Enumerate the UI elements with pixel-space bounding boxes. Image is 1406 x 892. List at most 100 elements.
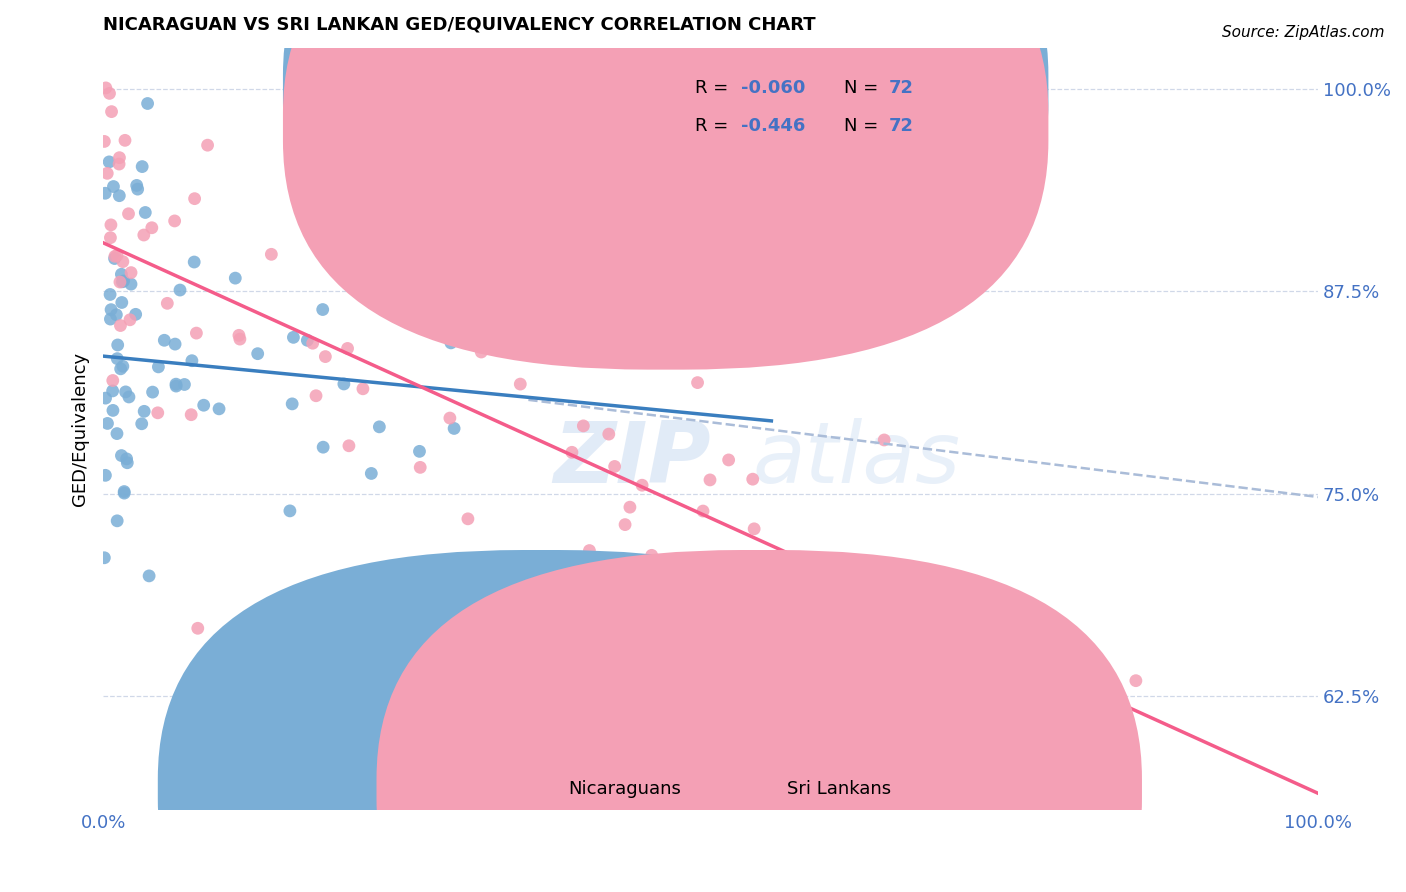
Point: [132, 227, 155, 242]
Point: [110, 318, 132, 333]
Point: [314, 350, 336, 364]
Text: Source: ZipAtlas.com: Source: ZipAtlas.com: [1222, 25, 1385, 40]
Point: [186, 326, 208, 340]
Point: [111, 275, 134, 289]
Text: Sri Lankans: Sri Lankans: [787, 780, 891, 798]
Point: [741, 472, 763, 486]
Point: [94, 391, 117, 405]
Point: [108, 151, 131, 165]
Point: [105, 426, 128, 441]
Point: [312, 440, 335, 454]
Point: [111, 254, 134, 268]
Point: [180, 353, 202, 368]
Point: [183, 192, 205, 206]
Point: [94, 81, 117, 95]
Point: [443, 421, 465, 435]
Point: [742, 522, 765, 536]
Text: NICARAGUAN VS SRI LANKAN GED/EQUIVALENCY CORRELATION CHART: NICARAGUAN VS SRI LANKAN GED/EQUIVALENCY…: [103, 15, 815, 33]
Point: [281, 397, 304, 411]
Point: [125, 178, 148, 193]
Text: 72: 72: [889, 117, 914, 135]
Point: [115, 451, 138, 466]
Point: [96, 166, 118, 180]
Point: [141, 220, 163, 235]
Point: [699, 473, 721, 487]
Point: [446, 322, 468, 336]
Point: [111, 359, 134, 374]
Point: [368, 420, 391, 434]
Point: [107, 338, 129, 352]
Point: [108, 275, 131, 289]
Point: [98, 154, 121, 169]
Point: [138, 569, 160, 583]
Point: [173, 377, 195, 392]
Point: [103, 179, 125, 194]
Point: [105, 308, 128, 322]
Point: [120, 277, 142, 292]
Text: atlas: atlas: [752, 418, 960, 501]
Point: [117, 456, 139, 470]
Point: [578, 543, 600, 558]
Point: [337, 439, 360, 453]
Point: [148, 359, 170, 374]
Point: [93, 135, 115, 149]
FancyBboxPatch shape: [283, 0, 1049, 369]
Point: [108, 188, 131, 202]
Point: [572, 418, 595, 433]
Point: [101, 374, 124, 388]
FancyBboxPatch shape: [157, 550, 924, 892]
Point: [187, 621, 209, 635]
Point: [360, 467, 382, 481]
Point: [100, 302, 122, 317]
Point: [457, 512, 479, 526]
Point: [100, 218, 122, 232]
Text: N =: N =: [844, 117, 884, 135]
Point: [96, 417, 118, 431]
Point: [100, 312, 122, 326]
Point: [408, 444, 430, 458]
Point: [131, 160, 153, 174]
Point: [124, 307, 146, 321]
FancyBboxPatch shape: [283, 0, 1049, 332]
Point: [165, 379, 187, 393]
Point: [94, 186, 117, 201]
Y-axis label: GED/Equivalency: GED/Equivalency: [72, 352, 89, 506]
Point: [439, 411, 461, 425]
Point: [641, 549, 664, 563]
Point: [93, 550, 115, 565]
Point: [165, 377, 187, 392]
Point: [717, 453, 740, 467]
Point: [411, 265, 433, 279]
Point: [561, 445, 583, 459]
Point: [312, 302, 335, 317]
Point: [440, 335, 463, 350]
Point: [283, 330, 305, 344]
Point: [801, 607, 824, 621]
Point: [333, 376, 356, 391]
Point: [228, 328, 250, 343]
Point: [98, 287, 121, 301]
Point: [364, 173, 387, 187]
Point: [336, 342, 359, 356]
Point: [110, 449, 132, 463]
Point: [105, 248, 128, 262]
Point: [749, 589, 772, 603]
Point: [156, 296, 179, 310]
Point: [224, 271, 246, 285]
Point: [571, 673, 593, 688]
Point: [100, 230, 122, 244]
Point: [305, 389, 328, 403]
Point: [142, 385, 165, 400]
Point: [346, 250, 368, 264]
Point: [169, 283, 191, 297]
Point: [799, 605, 821, 619]
Point: [127, 182, 149, 196]
Point: [94, 468, 117, 483]
Text: -0.446: -0.446: [741, 117, 806, 135]
Point: [120, 266, 142, 280]
Point: [131, 417, 153, 431]
Point: [848, 579, 870, 593]
Point: [134, 205, 156, 219]
Point: [100, 104, 122, 119]
Text: R =: R =: [695, 117, 734, 135]
